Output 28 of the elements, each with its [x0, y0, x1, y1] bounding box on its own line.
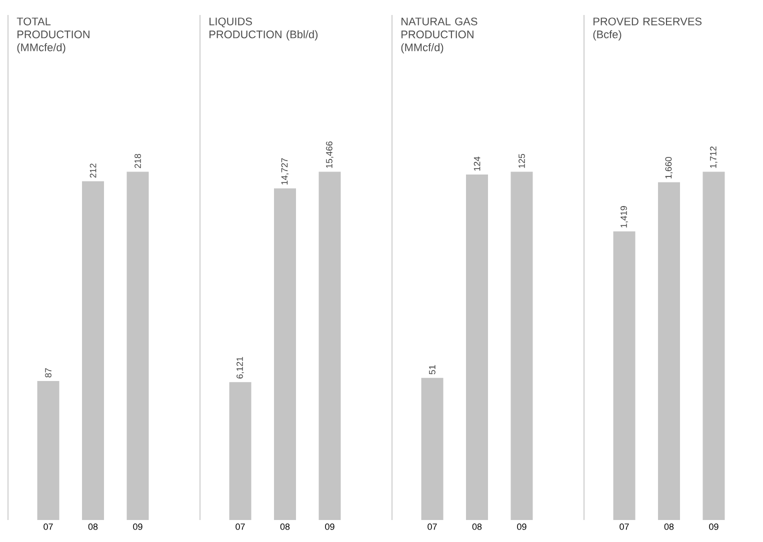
data-label: 1,660 [665, 157, 673, 178]
data-label: 1,419 [620, 206, 628, 228]
x-tick-label: 08 [280, 524, 290, 530]
data-label: 15,466 [326, 141, 334, 168]
data-label: 51 [429, 365, 436, 374]
chart-title: TOTAL PRODUCTION (MMcfe/d) [16, 18, 90, 54]
data-label: 125 [518, 154, 525, 168]
chart-title: LIQUIDS PRODUCTION (Bbl/d) [210, 18, 318, 40]
x-tick-label: 09 [133, 524, 142, 530]
data-label: 212 [90, 164, 96, 178]
x-tick-label: 08 [472, 524, 482, 530]
x-tick-label: 08 [88, 524, 98, 530]
x-tick-label: 09 [517, 524, 526, 530]
x-tick-label: 07 [236, 524, 245, 530]
x-tick-label: 07 [620, 524, 629, 530]
x-tick-label: 07 [44, 524, 53, 530]
data-label: 87 [45, 368, 52, 378]
data-label: 14,727 [281, 158, 289, 184]
chart-title: NATURAL GAS PRODUCTION (MMcf/d) [401, 18, 478, 54]
chart-title: PROVED RESERVES (Bcfe) [593, 18, 702, 40]
x-tick-label: 09 [709, 524, 718, 530]
x-tick-label: 07 [428, 524, 437, 530]
x-tick-label: 09 [325, 524, 334, 530]
data-label: 6,121 [236, 356, 244, 379]
data-label: 124 [474, 156, 480, 171]
data-label: 1,712 [710, 146, 718, 168]
data-label: 218 [134, 154, 141, 168]
x-tick-label: 08 [664, 524, 674, 530]
